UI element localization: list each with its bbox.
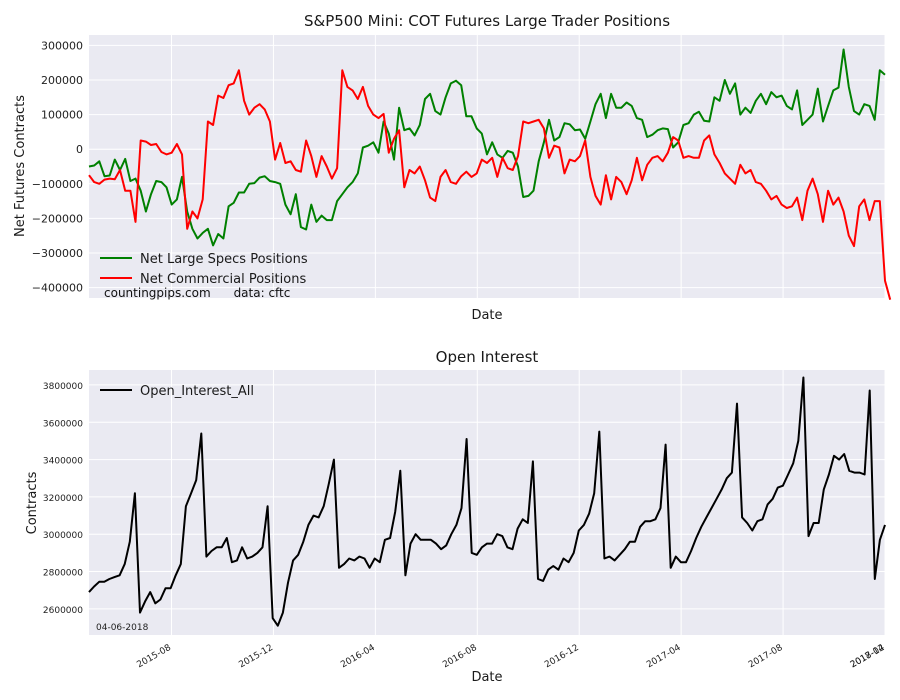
- bottom-x-ticks: 2015-08 2015-12 2016-04 2016-08 2016-12 2017-…: [135, 643, 886, 671]
- bottom-y-tick-label: 3000000: [43, 531, 83, 541]
- top-chart: S&P500 Mini: COT Futures Large Trader Po…: [13, 12, 892, 323]
- legend-label-commercial: Net Commercial Positions: [140, 272, 306, 287]
- bottom-y-tick-label: 3600000: [43, 419, 83, 429]
- top-chart-title: S&P500 Mini: COT Futures Large Trader Po…: [304, 12, 670, 30]
- bottom-x-tick-label: 2015-08: [135, 643, 173, 671]
- legend-label-large-specs: Net Large Specs Positions: [140, 252, 308, 267]
- bottom-x-axis-label: Date: [471, 670, 502, 685]
- top-y-axis-label: Net Futures Contracts: [13, 95, 28, 237]
- bottom-y-axis-label: Contracts: [25, 471, 40, 534]
- bottom-x-tick-label: 2016-12: [543, 643, 581, 670]
- bottom-y-ticks: 2600000 2800000 3000000 3200000 3400000 36000…: [43, 382, 83, 616]
- bottom-x-tick-label: 2018-04: [849, 643, 887, 671]
- bottom-plot-area: [89, 370, 885, 635]
- top-legend: Net Large Specs Positions Net Commercial…: [100, 252, 308, 287]
- bottom-y-tick-label: 3400000: [43, 457, 83, 467]
- top-y-tick-label: −300000: [32, 247, 83, 260]
- top-series-lines: [88, 48, 892, 300]
- bottom-series-line-0: [88, 376, 886, 627]
- bottom-x-tick-label: 2015-12: [237, 643, 275, 670]
- top-y-tick-label: −400000: [32, 282, 83, 295]
- bottom-x-tick-label: 2016-04: [339, 643, 377, 671]
- top-x-axis-label: Date: [471, 308, 502, 323]
- top-series-line-1: [88, 69, 892, 300]
- top-y-tick-label: 100000: [41, 109, 83, 122]
- bottom-series-lines: [88, 376, 886, 627]
- bottom-chart-title: Open Interest: [436, 348, 539, 366]
- bottom-y-tick-label: 2600000: [43, 606, 83, 616]
- top-plot-area: [89, 35, 885, 298]
- bottom-chart: Open Interest 2600000 2800000 3000000 32000…: [25, 348, 887, 685]
- top-y-tick-label: 0: [76, 143, 83, 156]
- source-annotation: countingpips.com data: cftc: [104, 286, 290, 300]
- top-series-line-0: [88, 48, 886, 247]
- bottom-x-tick-label: 2017-04: [645, 643, 683, 671]
- bottom-legend: Open_Interest_All: [100, 384, 254, 399]
- bottom-x-tick-label: 2016-08: [441, 643, 479, 671]
- bottom-x-tick-label: 2017-08: [747, 643, 785, 671]
- top-grid: [89, 35, 886, 298]
- top-y-tick-label: −100000: [32, 178, 83, 191]
- top-y-tick-label: −200000: [32, 212, 83, 225]
- bottom-y-tick-label: 3800000: [43, 382, 83, 392]
- top-y-tick-label: 200000: [41, 74, 83, 87]
- bottom-y-tick-label: 2800000: [43, 569, 83, 579]
- bottom-y-tick-label: 3200000: [43, 494, 83, 504]
- top-y-tick-label: 300000: [41, 39, 83, 52]
- bottom-grid: [89, 370, 886, 635]
- top-y-ticks: 300000 200000 100000 0 −100000 −200000 −300000…: [32, 39, 83, 294]
- footer-date: 04-06-2018: [96, 623, 149, 633]
- legend-label-open-interest: Open_Interest_All: [140, 384, 254, 399]
